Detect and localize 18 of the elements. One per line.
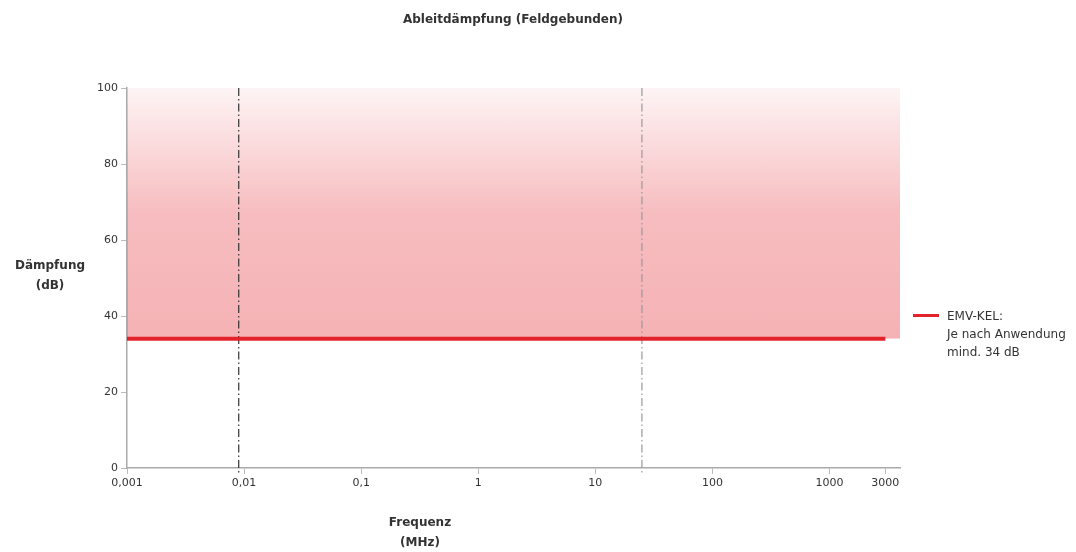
y-tick-label: 80 (104, 156, 118, 170)
x-tick-label: 1 (474, 476, 482, 490)
y-axis-title: Dämpfung (dB) (13, 257, 87, 294)
x-tick-label: 1000 (815, 476, 844, 490)
x-tick-label: 0,001 (111, 476, 143, 490)
x-tick-label: 100 (701, 476, 723, 490)
y-tick-label: 0 (111, 460, 118, 474)
x-tick-label: 0,1 (352, 476, 370, 490)
x-tick-label: 10 (588, 476, 603, 490)
y-tick-label: 40 (104, 308, 118, 322)
y-tick-label: 60 (104, 232, 118, 246)
x-tick-label: 3000 (871, 476, 900, 490)
legend-label: EMV-KEL: Je nach Anwendung mind. 34 dB (947, 308, 1067, 361)
x-axis-title: Frequenz (MHz) (387, 514, 453, 551)
y-tick-label: 100 (97, 80, 118, 94)
chart-title: Ableitdämpfung (Feldgebunden) (402, 12, 624, 26)
x-tick-label: 0,01 (231, 476, 257, 490)
y-tick-label: 20 (104, 384, 118, 398)
